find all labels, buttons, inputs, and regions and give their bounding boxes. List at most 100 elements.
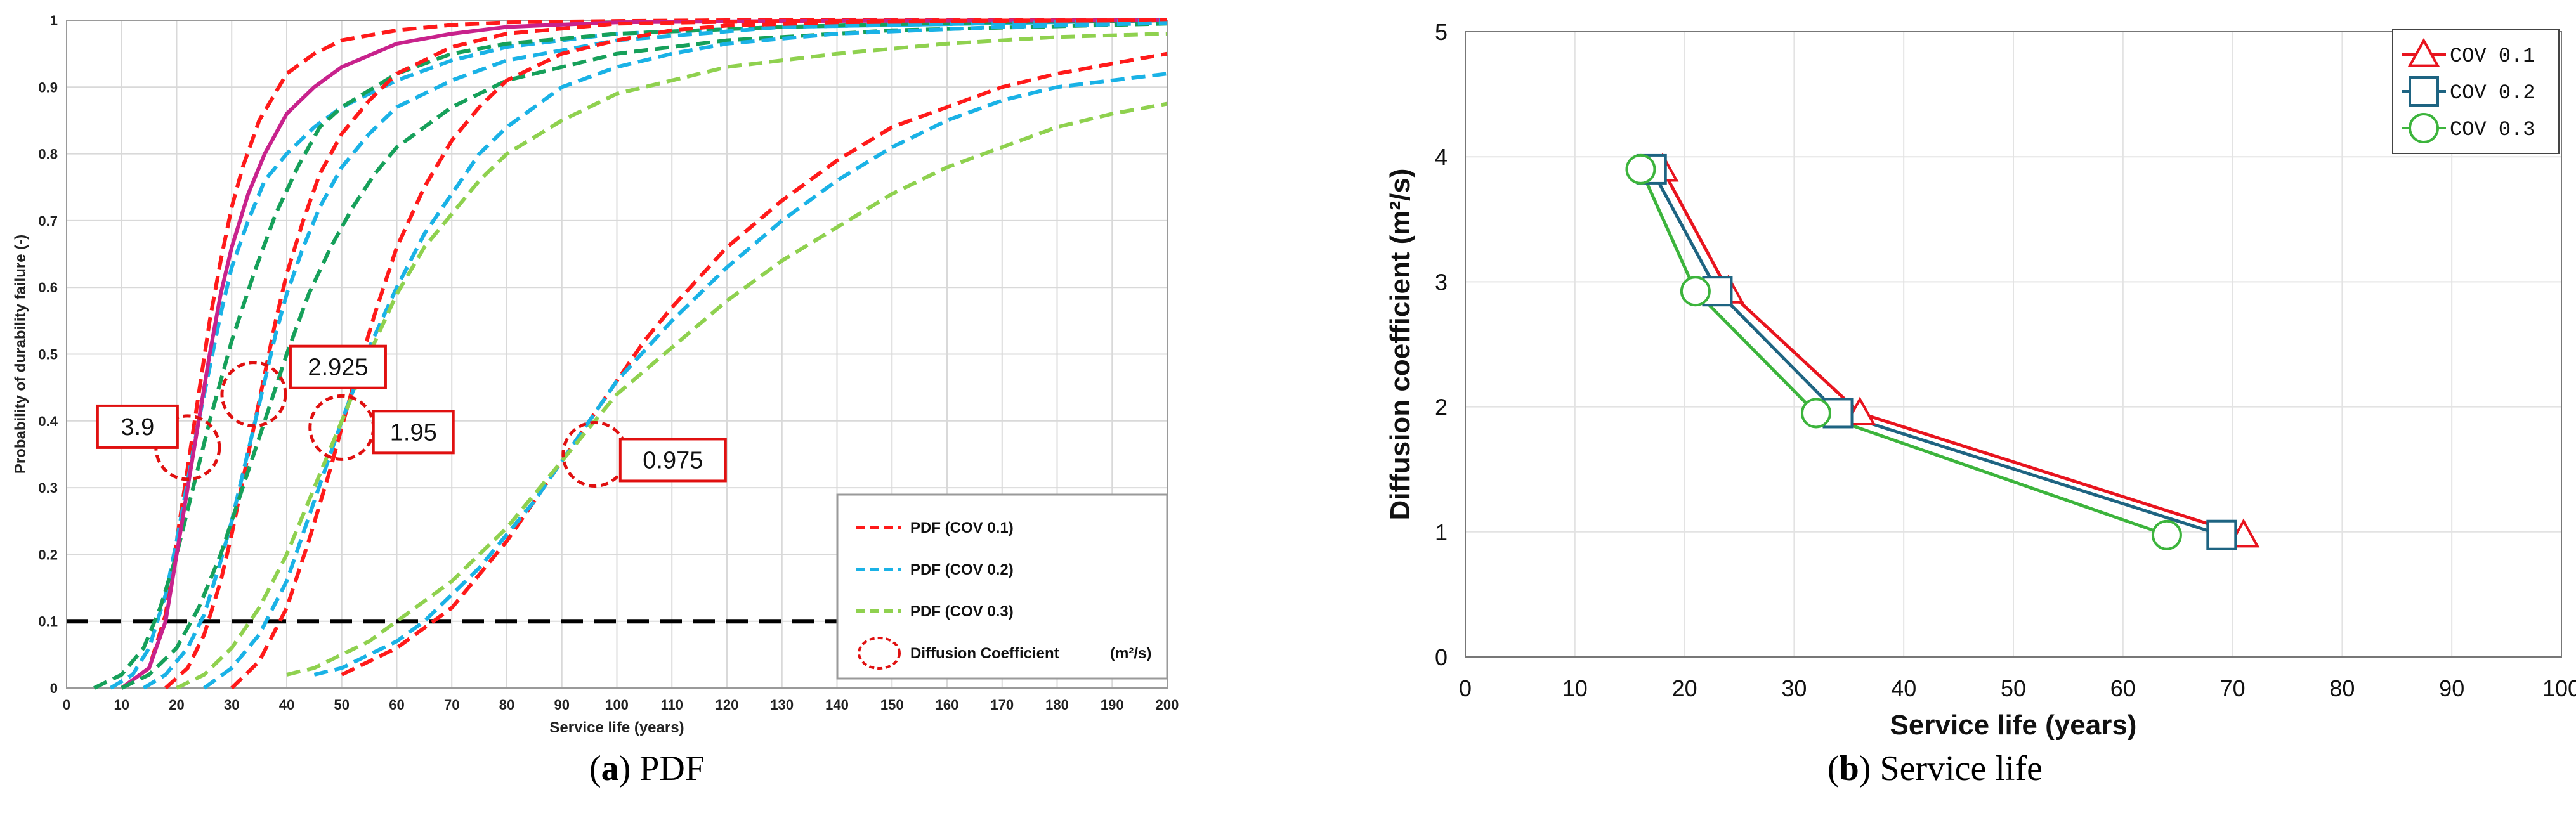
legend-label: Diffusion Coefficient [910,645,1059,662]
x-tick-label: 50 [2001,675,2026,701]
series-line-cov-0-3 [1639,168,2167,537]
x-tick-label: 200 [1156,697,1179,713]
x-tick-label: 190 [1101,697,1124,713]
series-line-cov-0-1 [1661,168,2244,537]
series-line-3.9-pdf-cov-0-2- [109,18,1168,690]
legend-marker [2407,37,2440,67]
annotation-box [96,404,179,449]
y-tick-label: 2 [1435,394,1448,420]
y-tick-label: 0.9 [38,79,58,95]
y-tick-label: 4 [1435,144,1448,170]
series-line-0.975-pdf-cov-0-3- [286,101,1168,677]
series-line-cov-0-2 [1650,168,2223,537]
x-tick-label: 120 [716,697,739,713]
y-tick-label: 0.8 [38,146,58,162]
series-line-2.925-pdf-cov-0-2- [142,18,1168,690]
x-axis-label: Service life (years) [1890,710,2137,741]
caption-b-label: b [1839,749,1859,788]
caption-a: (a) PDF [589,749,705,788]
legend-swatch [858,637,901,670]
legend-label: COV 0.2 [2450,81,2535,105]
y-tick-label: 0.6 [38,280,58,296]
data-point-circle [2151,519,2182,550]
y-tick-label: 0 [50,680,58,696]
x-tick-label: 70 [444,697,459,713]
y-tick-label: 1 [1435,519,1448,545]
series-line-3.9-mean [121,18,1168,690]
legend-label: PDF (COV 0.3) [910,603,1014,620]
caption-a-label: a [601,749,619,788]
y-axis-label: Diffusion coefficient (m²/s) [1385,169,1416,521]
series-line-1.95-pdf-cov-0-3- [176,32,1168,690]
x-tick-label: 90 [554,697,570,713]
x-tick-label: 140 [825,697,849,713]
x-tick-label: 100 [2542,675,2576,701]
x-tick-label: 90 [2439,675,2464,701]
x-tick-label: 150 [880,697,904,713]
y-tick-label: 0.7 [38,213,58,229]
x-tick-label: 170 [990,697,1014,713]
series-line-1.95-pdf-cov-0-2- [203,21,1168,690]
legend-label: PDF (COV 0.2) [910,561,1014,578]
annotation-label: 3.9 [121,414,154,441]
legend-label: COV 0.3 [2450,118,2535,141]
annotation-label: 0.975 [643,447,703,474]
y-tick-label: 1 [50,13,58,29]
x-tick-label: 100 [605,697,629,713]
data-point-circle [1800,398,1831,429]
x-tick-label: 20 [169,697,184,713]
x-tick-label: 30 [224,697,239,713]
series-line-1.95-pdf-cov-0-1- [230,18,1168,690]
y-tick-label: 0.3 [38,480,58,496]
caption-a-text: PDF [631,749,705,788]
caption-b-text: Service life [1871,749,2043,788]
x-tick-label: 180 [1045,697,1069,713]
data-point-square [2206,519,2237,550]
y-tick-label: 0.2 [38,547,58,562]
chart-b-service-life: 0 10 20 30 40 50 60 70 80 90 100 0 1 2 3 4 5 Service life… [1385,19,2576,741]
series-line-0.975-pdf-cov-0-1- [341,51,1168,677]
x-tick-label: 80 [2329,675,2355,701]
annotation-label: 2.925 [308,354,368,381]
y-tick-label: 0.1 [38,614,58,630]
series-line-3.9-pdf-cov-0-3- [93,18,1168,690]
x-tick-label: 110 [661,697,684,713]
y-tick-label: 5 [1435,19,1448,45]
annotation-label: 1.95 [390,419,437,446]
x-tick-label: 80 [499,697,514,713]
y-axis-label: Probability of durability failure (-) [12,235,29,474]
x-tick-label: 160 [936,697,959,713]
diffusion-coefficient-marker [220,361,287,428]
annotation-box [618,438,727,483]
legend-label: COV 0.1 [2450,44,2535,68]
legend-label: PDF (COV 0.1) [910,519,1014,536]
annotation-box [289,344,387,389]
x-tick-label: 20 [1672,675,1697,701]
data-point-circle [1680,276,1711,307]
chart-a-pdf: 0 10 20 30 40 50 60 70 80 90 100 110 120 130 140 150 160… [12,13,1179,736]
y-tick-label: 0 [1435,644,1448,670]
legend-marker [2409,113,2439,143]
y-tick-label: 3 [1435,269,1448,295]
x-tick-label: 130 [770,697,794,713]
series-line-2.925-pdf-cov-0-1- [164,18,1168,690]
x-tick-label: 10 [114,697,129,713]
data-point-circle [1625,153,1656,185]
legend-marker [2409,76,2439,107]
x-tick-label: 0 [63,697,70,713]
x-tick-label: 70 [2220,675,2246,701]
plot-frame [1465,31,2562,658]
legend-box [836,493,1168,680]
legend-unit: (m²/s) [1110,645,1151,662]
x-axis-label: Service life (years) [549,719,684,736]
x-tick-label: 10 [1562,675,1588,701]
annotation-box [372,410,455,455]
x-tick-label: 30 [1781,675,1807,701]
x-tick-label: 40 [279,697,294,713]
y-tick-label: 0.5 [38,347,58,363]
x-tick-label: 60 [2110,675,2136,701]
x-tick-label: 60 [389,697,404,713]
x-tick-label: 40 [1891,675,1916,701]
y-tick-label: 0.4 [38,413,58,429]
x-tick-label: 50 [334,697,350,713]
